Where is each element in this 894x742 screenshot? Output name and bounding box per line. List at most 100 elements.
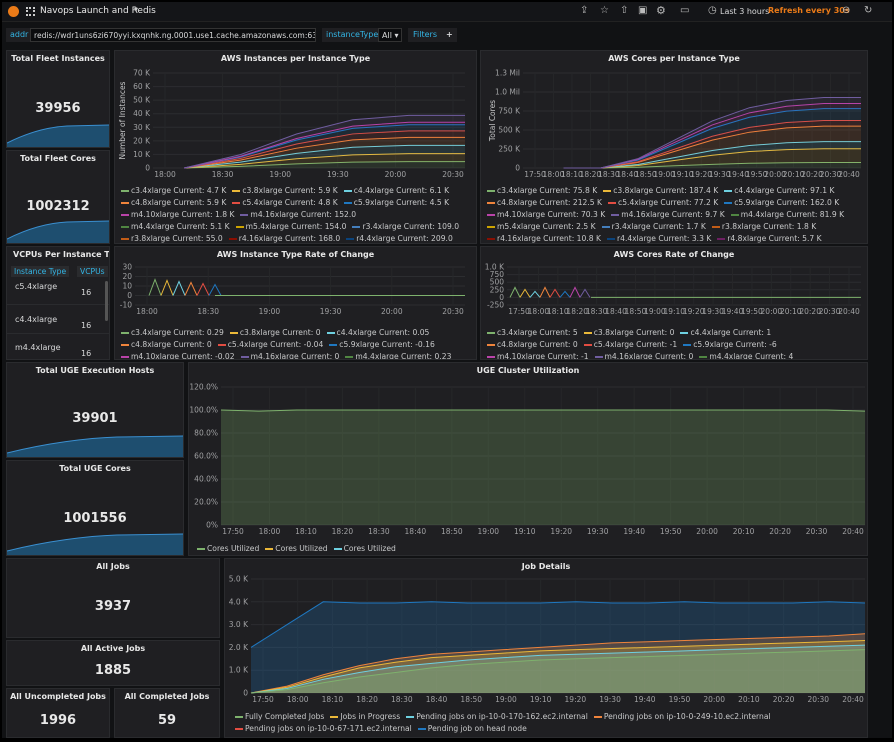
legend-item[interactable]: m4.10xlarge Current: 70.3 K — [487, 210, 605, 219]
refresh-icon[interactable]: ↻ — [864, 5, 873, 16]
panel-total-fleet-instances[interactable]: Total Fleet Instances 39956 — [6, 50, 110, 148]
legend-item[interactable]: c3.8xlarge Current: 0 — [229, 328, 321, 337]
panel-all-completed-jobs[interactable]: All Completed Jobs 59 — [114, 688, 220, 738]
legend-item[interactable]: c4.8xlarge Current: 0 — [487, 340, 578, 349]
panel-uge-utilization[interactable]: UGE Cluster Utilization 0% 20.0% 40.0% 60.0… — [188, 362, 868, 556]
legend-item[interactable]: c5.4xlarge Current: 77.2 K — [608, 198, 718, 207]
x-tick-label: 18:40 — [405, 527, 427, 536]
legend-item[interactable]: c3.4xlarge Current: 4.7 K — [121, 186, 226, 195]
legend-item[interactable]: c3.4xlarge Current: 5 — [487, 328, 578, 337]
legend-item[interactable]: m5.4xlarge Current: 154.0 — [235, 222, 346, 231]
legend-swatch — [606, 238, 615, 240]
legend-item[interactable]: Pending jobs on ip-10-0-170-162.ec2.inte… — [406, 712, 588, 721]
legend-item[interactable]: r4.4xlarge Current: 209.0 — [346, 234, 453, 243]
series-line-Pending jobs on ip-10-0-170-162.ec2.internal — [250, 644, 866, 694]
legend-item[interactable]: c4.4xlarge Current: 97.1 K — [724, 186, 834, 195]
table-header-vcpus[interactable]: VCPUs — [77, 266, 108, 277]
legend-item[interactable]: m4.4xlarge Current: 5.1 K — [121, 222, 230, 231]
panel-total-uge-cores[interactable]: Total UGE Cores 1001556 — [6, 460, 184, 556]
legend-item[interactable]: r4.16xlarge Current: 168.0 — [228, 234, 340, 243]
legend-item[interactable]: r4.16xlarge Current: 10.8 K — [487, 234, 601, 243]
table-scrollbar[interactable] — [105, 281, 108, 321]
legend-item[interactable]: c4.4xlarge Current: 1 — [680, 328, 771, 337]
legend-item[interactable]: Cores Utilized — [265, 544, 328, 553]
legend-item[interactable]: r3.8xlarge Current: 1.8 K — [711, 222, 816, 231]
gear-icon[interactable]: ⚙ — [656, 4, 666, 17]
legend-item[interactable]: Fully Completed Jobs — [235, 712, 324, 721]
legend-item[interactable]: c4.4xlarge Current: 0.05 — [326, 328, 429, 337]
dashboard-title[interactable]: Navops Launch and Redis — [40, 6, 156, 16]
panel-total-uge-hosts[interactable]: Total UGE Execution Hosts 39901 — [6, 362, 184, 458]
legend-item[interactable]: c5.9xlarge Current: -6 — [683, 340, 777, 349]
legend-item[interactable]: c5.4xlarge Current: -1 — [583, 340, 677, 349]
legend-item[interactable]: r3.8xlarge Current: 55.0 — [121, 234, 223, 243]
legend-item[interactable]: m4.16xlarge Current: 9.7 K — [611, 210, 725, 219]
legend-item[interactable]: r3.4xlarge Current: 1.7 K — [601, 222, 706, 231]
panel-total-fleet-cores[interactable]: Total Fleet Cores 1002312 — [6, 150, 110, 244]
panel-aws-instances[interactable]: AWS Instances per Instance Type 0 10 K 20 … — [114, 50, 477, 244]
star-icon[interactable]: ☆ — [600, 5, 609, 16]
tv-mode-icon[interactable]: ▭ — [680, 5, 690, 16]
legend-item[interactable]: m4.4xlarge Current: 81.9 K — [730, 210, 844, 219]
legend-item[interactable]: c3.8xlarge Current: 0 — [583, 328, 674, 337]
legend-item[interactable]: c4.8xlarge Current: 5.9 K — [121, 198, 226, 207]
legend-item[interactable]: c5.4xlarge Current: 4.8 K — [232, 198, 338, 207]
table-header-instance-type[interactable]: Instance Type — [11, 266, 70, 277]
series-line-c3.4xlarge — [563, 161, 861, 169]
legend-item[interactable]: c4.8xlarge Current: 0 — [121, 340, 212, 349]
instancetype-variable-select[interactable]: All ▾ — [378, 28, 403, 42]
legend-item[interactable]: c5.9xlarge Current: -0.16 — [329, 340, 435, 349]
legend-item[interactable]: c5.9xlarge Current: 4.5 K — [343, 198, 449, 207]
legend-item[interactable]: c4.4xlarge Current: 6.1 K — [343, 186, 449, 195]
legend-item[interactable]: c5.4xlarge Current: -0.04 — [217, 340, 323, 349]
legend-item[interactable]: Pending jobs on ip-10-0-249-10.ec2.inter… — [593, 712, 771, 721]
panel-aws-cores[interactable]: AWS Cores per Instance Type 0 250 K 500 K 7… — [480, 50, 868, 244]
legend-item[interactable]: m4.4xlarge Current: 4 — [699, 352, 793, 359]
legend-item[interactable]: m4.10xlarge Current: -0.02 — [121, 352, 235, 359]
legend-item[interactable]: c3.8xlarge Current: 187.4 K — [603, 186, 718, 195]
legend-item[interactable]: c5.9xlarge Current: 162.0 K — [724, 198, 839, 207]
legend-swatch — [265, 548, 274, 550]
legend-item[interactable]: c4.8xlarge Current: 212.5 K — [487, 198, 602, 207]
export-icon[interactable]: ⇧ — [620, 5, 629, 16]
panel-instance-rate-of-change[interactable]: AWS Instance Type Rate of Change -10 0 10 2… — [114, 246, 477, 360]
addr-variable-select[interactable]: redis://wdr1uns6zi670yyi.kxqnhk.ng.0001.… — [30, 28, 316, 42]
legend-item[interactable]: Cores Utilized — [197, 544, 259, 553]
legend-item[interactable]: m4.10xlarge Current: -1 — [487, 352, 589, 359]
chevron-down-icon[interactable]: ▾ — [134, 5, 139, 14]
panel-all-jobs[interactable]: All Jobs 3937 — [6, 558, 220, 638]
legend-item[interactable]: r4.8xlarge Current: 5.7 K — [717, 234, 822, 243]
series-line-c3.4xlarge — [184, 161, 465, 169]
legend-item[interactable]: m4.16xlarge Current: 0 — [594, 352, 693, 359]
legend-item[interactable]: Cores Utilized — [333, 544, 396, 553]
legend-item[interactable]: r4.4xlarge Current: 3.3 K — [606, 234, 711, 243]
zoom-out-icon[interactable]: ⊖ — [842, 5, 851, 16]
legend-item[interactable]: c3.4xlarge Current: 0.29 — [121, 328, 224, 337]
grafana-logo-icon[interactable] — [8, 6, 19, 17]
legend-item[interactable]: c3.4xlarge Current: 75.8 K — [487, 186, 597, 195]
x-tick-label: 20:10 — [783, 170, 805, 179]
panel-title: VCPUs Per Instance Ty... — [13, 250, 109, 259]
panel-vcpus-table[interactable]: VCPUs Per Instance Ty... Instance Type V… — [6, 246, 110, 360]
panel-cores-rate-of-change[interactable]: AWS Cores Rate of Change -250 0 250 500 750 1… — [480, 246, 868, 360]
legend-item[interactable]: Pending job on head node — [417, 724, 527, 733]
legend-item[interactable]: m4.16xlarge Current: 152.0 — [240, 210, 356, 219]
share-icon[interactable]: ⇪ — [580, 5, 589, 16]
refresh-interval[interactable]: Refresh every 30s — [768, 6, 850, 15]
panel-job-details[interactable]: Job Details 0 1.0 K 2.0 K 3.0 K 4.0 K 5.0 K 17… — [224, 558, 868, 738]
legend-item[interactable]: m4.10xlarge Current: 1.8 K — [121, 210, 234, 219]
legend-label: c3.8xlarge Current: 187.4 K — [613, 186, 719, 195]
panel-all-active-jobs[interactable]: All Active Jobs 1885 — [6, 640, 220, 686]
save-icon[interactable]: ▣ — [638, 5, 648, 16]
legend-item[interactable]: Jobs in Progress — [330, 712, 400, 721]
legend-item[interactable]: r3.4xlarge Current: 109.0 — [352, 222, 459, 231]
filters-button[interactable]: Filters — [408, 28, 442, 42]
panel-all-uncompleted-jobs[interactable]: All Uncompleted Jobs 1996 — [6, 688, 110, 738]
legend-item[interactable]: m4.16xlarge Current: 0 — [240, 352, 339, 359]
legend-item[interactable]: m4.4xlarge Current: 0.23 — [345, 352, 451, 359]
add-filter-button[interactable]: + — [442, 28, 457, 42]
legend-item[interactable]: m5.4xlarge Current: 2.5 K — [487, 222, 596, 231]
legend-item[interactable]: Pending jobs on ip-10-0-67-171.ec2.inter… — [235, 724, 412, 733]
time-range-picker[interactable]: Last 3 hours — [720, 7, 770, 16]
legend-item[interactable]: c3.8xlarge Current: 5.9 K — [232, 186, 338, 195]
